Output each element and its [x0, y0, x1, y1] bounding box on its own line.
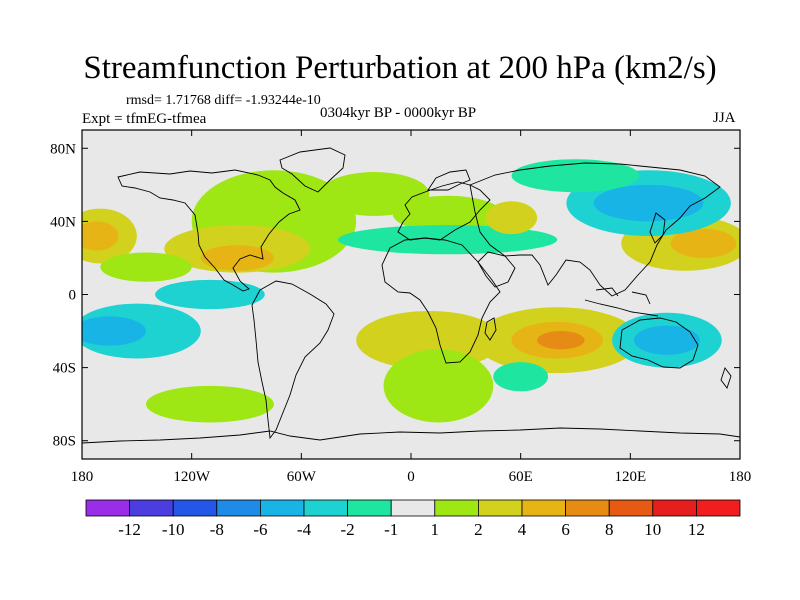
lon-label: 120E [614, 469, 646, 485]
field-SouthIndianOcean_peak [537, 331, 585, 350]
coast-arabia [477, 251, 516, 288]
colorbar-label: 8 [605, 520, 614, 539]
coast-scandinavia [427, 169, 471, 191]
field-CentralAsia_high [485, 201, 538, 235]
colorbar-swatch [303, 499, 348, 517]
field-SouthernOcean_low [493, 362, 549, 392]
lat-label: 0 [69, 288, 77, 304]
field-Asia_low_strip [511, 159, 640, 193]
colorbar-swatch [85, 499, 130, 517]
colorbar-swatch [565, 499, 610, 517]
field-WesternPacific_peak [670, 228, 737, 258]
coast-madagascar [484, 317, 497, 341]
coast-africa [381, 237, 501, 364]
colorbar-swatch [172, 499, 218, 517]
field-Caribbean_peak [200, 245, 274, 271]
colorbar-swatch [259, 499, 305, 517]
plot-title: Streamfunction Perturbation at 200 hPa (… [83, 50, 717, 86]
field-Australia_low_core [633, 325, 700, 355]
coast-south-america [251, 280, 335, 440]
field-NorthPacific_low_core [593, 184, 704, 222]
colorbar-swatch [652, 499, 697, 517]
colorbar-label: -1 [384, 520, 398, 539]
colorbar-swatch [521, 499, 566, 517]
colorbar-label: -10 [162, 520, 185, 539]
colorbar-label: -8 [210, 520, 224, 539]
colorbar-swatch [347, 499, 392, 517]
lon-label: 180 [729, 469, 752, 485]
colorbar-label: 2 [474, 520, 483, 539]
field-SouthPacific_high [145, 385, 274, 423]
stats-text: rmsd= 1.71768 diff= -1.93244e-10 [126, 93, 321, 108]
colorbar-swatch [434, 499, 479, 517]
field-SouthAtlantic_high [383, 349, 494, 423]
colorbar-label: 1 [431, 520, 440, 539]
longitude-axis: 180 120W 60W 0 60E 120E 180 [71, 130, 752, 485]
contour-fields [82, 159, 740, 423]
coast-asia [469, 162, 721, 297]
colorbar-swatch [696, 499, 741, 517]
lon-label: 120W [173, 469, 211, 485]
colorbar-swatch [216, 499, 261, 517]
lon-label: 60E [509, 469, 533, 485]
colorbar-swatch [477, 499, 523, 517]
colorbar-label: -6 [253, 520, 267, 539]
coast-indonesia [584, 287, 659, 317]
lon-label: 0 [407, 469, 415, 485]
field-EastPacific_eq_low [155, 279, 265, 310]
lat-label: 80N [50, 141, 76, 157]
colorbar-label: 12 [688, 520, 705, 539]
experiment-label: Expt = tfmEG-tfmea [82, 111, 207, 127]
lat-label: 80S [53, 434, 76, 450]
lon-label: 180 [71, 469, 94, 485]
lat-label: 40N [50, 214, 76, 230]
field-SouthPacific_low_core [82, 316, 146, 346]
lon-label: 60W [287, 469, 317, 485]
coastlines [82, 147, 740, 444]
colorbar-label: 10 [644, 520, 661, 539]
field-NPacific_lowlat_high [100, 252, 192, 282]
colorbar-swatch [390, 499, 436, 517]
period-text: 0304kyr BP - 0000kyr BP [320, 105, 477, 121]
latitude-axis: 80N 40N 0 40S 80S [50, 141, 740, 450]
colorbar-label: 6 [561, 520, 570, 539]
season-label: JJA [713, 110, 736, 126]
colorbar-label: 4 [518, 520, 527, 539]
colorbar-label: -2 [341, 520, 355, 539]
colorbar-label: -4 [297, 520, 312, 539]
lat-label: 40S [53, 361, 76, 377]
colorbar: -12 -10 -8 -6 -4 -2 -1 1 2 4 6 8 10 12 [85, 499, 741, 539]
coast-greenland [279, 147, 346, 193]
coast-antarctica [82, 427, 740, 444]
colorbar-swatch [608, 499, 654, 517]
colorbar-label: -12 [118, 520, 141, 539]
colorbar-swatch [129, 499, 174, 517]
field-NPacific_east_peak [82, 221, 119, 251]
coast-japan [649, 212, 666, 244]
coast-north-america [117, 169, 301, 292]
coast-australia [619, 317, 699, 369]
coast-new-zealand [720, 367, 732, 389]
